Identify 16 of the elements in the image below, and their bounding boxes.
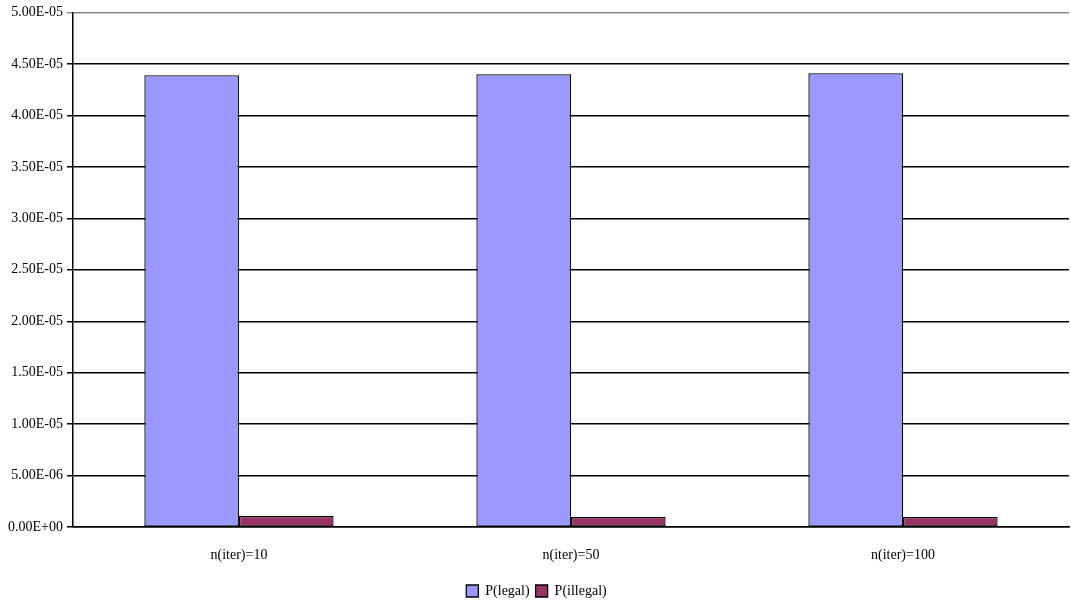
y-tick-label: 4.50E-05 [11, 55, 63, 71]
legend-label: P(legal) [485, 582, 530, 599]
y-tick-label: 5.00E-06 [11, 467, 63, 483]
legend-label: P(illegal) [554, 582, 608, 599]
y-tick-label: 1.00E-05 [11, 415, 63, 431]
y-tick-label: 3.50E-05 [11, 158, 63, 174]
x-tick-label: n(iter)=50 [542, 547, 600, 564]
y-tick-label: 4.00E-05 [11, 107, 63, 123]
y-tick-label: 2.50E-05 [11, 261, 63, 277]
y-tick-label: 3.00E-05 [11, 209, 63, 225]
y-tick-label: 1.50E-05 [11, 364, 63, 380]
x-tick-label: n(iter)=100 [871, 547, 935, 564]
y-tick-label: 5.00E-05 [11, 4, 63, 20]
x-tick-label: n(iter)=10 [210, 547, 268, 564]
y-tick-label: 2.00E-05 [11, 312, 63, 328]
y-tick-label: 0.00E+00 [7, 518, 63, 534]
